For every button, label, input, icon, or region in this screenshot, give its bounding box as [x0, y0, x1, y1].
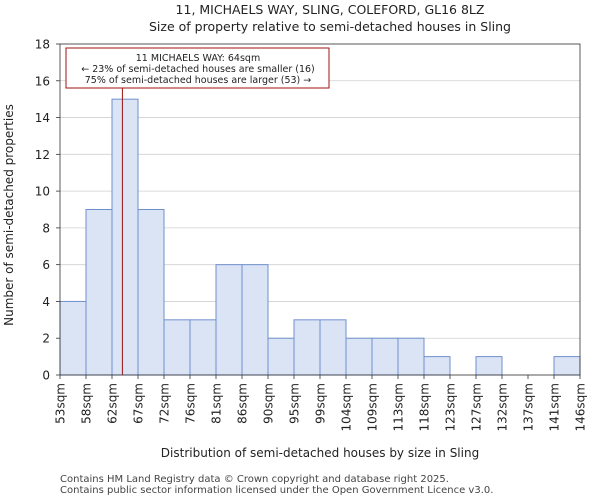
- y-tick-label: 14: [35, 111, 50, 125]
- x-tick-label: 76sqm: [184, 383, 198, 424]
- x-tick-label: 99sqm: [314, 383, 328, 424]
- bar: [371, 337, 399, 376]
- x-tick-label: 72sqm: [158, 383, 172, 424]
- x-tick-label: 81sqm: [210, 383, 224, 424]
- y-tick-label: 4: [42, 295, 50, 309]
- y-axis-label: Number of semi-detached properties: [2, 104, 16, 326]
- y-tick-label: 6: [42, 258, 50, 272]
- bar: [267, 337, 295, 376]
- bar: [189, 319, 217, 376]
- x-tick-label: 109sqm: [366, 383, 380, 431]
- bar: [345, 337, 373, 376]
- bar: [319, 319, 347, 376]
- x-tick-label: 95sqm: [288, 383, 302, 424]
- x-tick-label: 67sqm: [132, 383, 146, 424]
- x-axis-label: Distribution of semi-detached houses by …: [161, 446, 479, 460]
- x-tick-label: 113sqm: [392, 383, 406, 431]
- x-tick-label: 141sqm: [548, 383, 562, 431]
- footer-line-1: Contains HM Land Registry data © Crown c…: [60, 474, 449, 485]
- chart-subtitle: Size of property relative to semi-detach…: [149, 19, 511, 34]
- plot-area-frame: [59, 43, 581, 376]
- footer-line-2: Contains public sector information licen…: [60, 485, 494, 496]
- footer: Contains HM Land Registry data © Crown c…: [60, 474, 493, 496]
- x-axis-ticks: 53sqm 58sqm 62sqm 67sqm 72sqm 76sqm 81sqm 86sqm…: [54, 375, 588, 431]
- annotation-line-1: 11 MICHAELS WAY: 64sqm: [136, 53, 260, 64]
- bar: [137, 209, 165, 376]
- y-tick-label: 8: [42, 221, 50, 235]
- y-tick-label: 18: [35, 38, 50, 52]
- x-tick-label: 58sqm: [80, 383, 94, 424]
- x-tick-label: 90sqm: [262, 383, 276, 424]
- x-tick-label: 132sqm: [496, 383, 510, 431]
- bar: [475, 356, 503, 376]
- bar: [423, 356, 451, 376]
- histogram-chart: 11, MICHAELS WAY, SLING, COLEFORD, GL16 …: [2, 2, 588, 460]
- x-tick-label: 53sqm: [54, 383, 68, 424]
- x-tick-label: 118sqm: [418, 383, 432, 431]
- x-tick-label: 62sqm: [106, 383, 120, 424]
- annotation-line-3: 75% of semi-detached houses are larger (…: [85, 75, 312, 86]
- y-tick-label: 0: [42, 369, 50, 383]
- y-tick-label: 12: [35, 148, 50, 162]
- x-tick-label: 137sqm: [522, 383, 536, 431]
- bars: [59, 98, 581, 376]
- bar: [215, 264, 243, 376]
- x-tick-label: 86sqm: [236, 383, 250, 424]
- y-tick-label: 16: [35, 74, 50, 88]
- y-axis-ticks: 0 2 4 6 8 10 12 14 16 18: [35, 38, 60, 383]
- annotation-box: 11 MICHAELS WAY: 64sqm ← 23% of semi-det…: [65, 47, 330, 89]
- x-tick-label: 104sqm: [340, 383, 354, 431]
- annotation-line-2: ← 23% of semi-detached houses are smalle…: [81, 64, 315, 75]
- bar: [293, 319, 321, 376]
- bar: [163, 319, 191, 376]
- bar: [241, 264, 269, 376]
- y-tick-label: 10: [35, 185, 50, 199]
- bar: [553, 356, 581, 376]
- bar: [397, 337, 425, 376]
- chart-title: 11, MICHAELS WAY, SLING, COLEFORD, GL16 …: [176, 2, 485, 17]
- y-tick-label: 2: [42, 332, 50, 346]
- bar: [111, 98, 139, 376]
- x-tick-label: 127sqm: [470, 383, 484, 431]
- x-tick-label: 146sqm: [574, 383, 588, 431]
- bar: [59, 300, 87, 376]
- x-tick-label: 123sqm: [444, 383, 458, 431]
- bar: [85, 209, 113, 376]
